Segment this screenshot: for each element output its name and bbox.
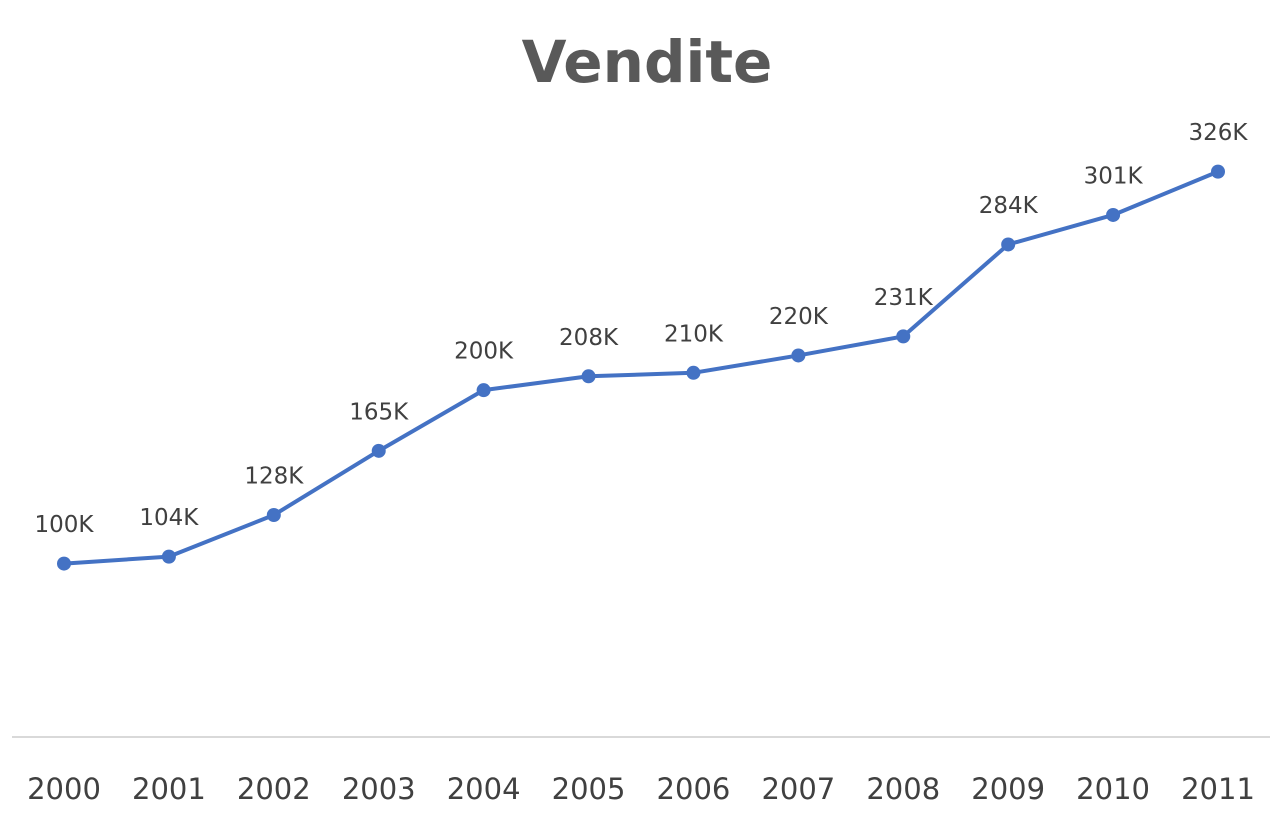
data-point xyxy=(1001,237,1016,252)
line xyxy=(63,169,1219,566)
data-point xyxy=(57,556,71,571)
data-label: 128K xyxy=(244,464,304,490)
data-point xyxy=(1106,207,1121,222)
data-point xyxy=(266,508,281,523)
x-tick-label: 2006 xyxy=(657,772,731,806)
x-tick-label: 2001 xyxy=(132,772,206,806)
data-point xyxy=(686,365,701,380)
data-label: 326K xyxy=(1189,120,1249,146)
data-label: 284K xyxy=(979,193,1039,219)
data-point xyxy=(1211,164,1225,179)
data-label: 301K xyxy=(1084,163,1144,189)
x-tick-label: 2008 xyxy=(866,772,940,806)
x-tick-label: 2003 xyxy=(342,772,416,806)
chart-title: Vendite xyxy=(522,28,773,96)
data-label: 100K xyxy=(35,512,95,538)
data-label: 231K xyxy=(874,285,934,311)
data-point xyxy=(791,348,806,363)
data-label: 208K xyxy=(559,325,619,351)
x-tick-label: 2004 xyxy=(447,772,521,806)
data-point xyxy=(581,369,596,384)
x-tick-label: 2000 xyxy=(27,772,101,806)
data-label: 165K xyxy=(349,399,409,425)
data-label: 104K xyxy=(139,505,199,531)
x-tick-label: 2010 xyxy=(1076,772,1150,806)
x-tick-label: 2011 xyxy=(1181,772,1255,806)
x-tick-label: 2007 xyxy=(761,772,835,806)
x-tick-label: 2009 xyxy=(971,772,1045,806)
data-label: 200K xyxy=(454,339,514,365)
data-point xyxy=(371,443,386,458)
data-label: 210K xyxy=(664,321,724,347)
x-tick-label: 2005 xyxy=(552,772,626,806)
data-label: 220K xyxy=(769,304,829,330)
x-tick-label: 2002 xyxy=(237,772,311,806)
data-point xyxy=(476,383,491,398)
data-point xyxy=(896,329,911,344)
data-point xyxy=(161,549,176,564)
